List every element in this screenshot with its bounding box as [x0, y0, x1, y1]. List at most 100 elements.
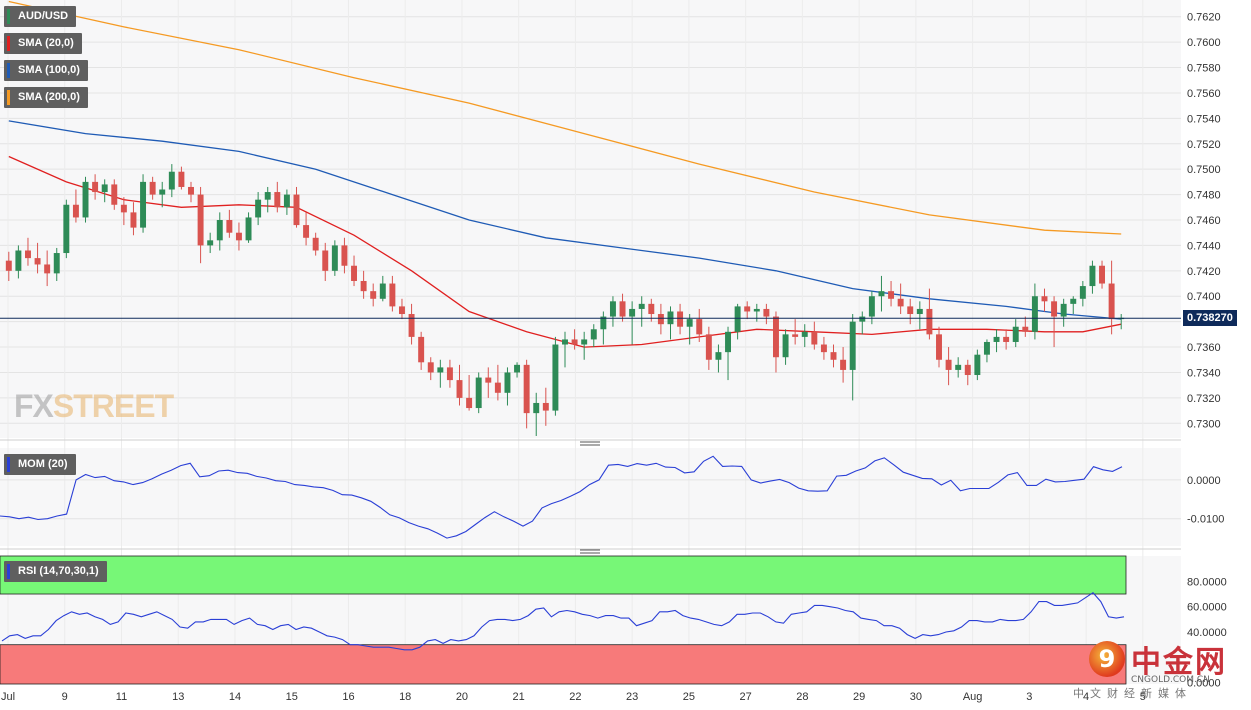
candle-body [178, 171, 185, 187]
mom-tick-label: -0.0100 [1187, 514, 1224, 526]
candle [1060, 298, 1067, 327]
x-tick-label: 28 [796, 691, 808, 703]
candle-body [293, 194, 300, 226]
candle [859, 311, 866, 335]
candle-body [533, 402, 540, 414]
candle-body [600, 316, 607, 330]
candle-body [725, 331, 731, 353]
candle-body [331, 245, 338, 271]
candle-body [312, 237, 319, 251]
x-tick-label: 25 [683, 691, 695, 703]
candle-body [188, 186, 194, 195]
candle-body [1051, 301, 1058, 317]
candle [1070, 296, 1077, 315]
candle [111, 179, 118, 210]
price-tick-label: 0.7620 [1187, 12, 1221, 24]
x-tick-label: 18 [399, 691, 411, 703]
candle-body [44, 264, 51, 274]
candle-body [792, 334, 799, 337]
candle [140, 174, 147, 233]
x-tick-label: Jul [1, 691, 15, 703]
candle-body [514, 364, 521, 373]
x-tick-label: 16 [342, 691, 354, 703]
candle-body [130, 212, 137, 228]
price-tick-label: 0.7520 [1187, 139, 1221, 151]
x-tick-label: 14 [229, 691, 241, 703]
candle-body [341, 245, 348, 266]
legend-label: SMA (100,0) [18, 64, 80, 76]
candle [159, 181, 166, 208]
candle [283, 189, 290, 215]
candle-body [936, 334, 942, 360]
candle-body [53, 253, 60, 274]
pane-resize-handle[interactable] [580, 441, 600, 446]
candle [427, 357, 434, 381]
candle-body [820, 344, 827, 353]
candle [1089, 260, 1096, 294]
x-tick-label: 20 [456, 691, 468, 703]
price-tick-label: 0.7460 [1187, 215, 1221, 227]
price-tick-label: 0.7360 [1187, 342, 1221, 354]
candle [485, 367, 492, 398]
candle-body [686, 319, 693, 327]
x-tick-label: 3 [1026, 691, 1032, 703]
candle [293, 186, 300, 228]
candle-body [322, 250, 329, 271]
x-axis: Jul 9 11 13 14 15 16 18 20 21 22 23 25 27 28 29 30 Aug 3 4 5 [1, 691, 1146, 703]
candle-body [197, 194, 204, 246]
price-tick-label: 0.7580 [1187, 63, 1221, 75]
candle [782, 329, 789, 365]
candle-body [1070, 298, 1077, 304]
candle [197, 186, 204, 264]
candle-body [82, 181, 89, 218]
candle [878, 275, 885, 312]
candle-body [485, 377, 492, 383]
candle [571, 329, 578, 350]
legend-mom[interactable]: MOM (20) [4, 454, 76, 475]
candle-body [466, 397, 473, 409]
legend-swatch [7, 9, 10, 24]
candle-body [734, 306, 741, 332]
candle [696, 308, 703, 342]
candle-body [705, 334, 712, 360]
candle-body [993, 336, 1000, 342]
candle-body [1089, 265, 1096, 287]
legend-sma100[interactable]: SMA (100,0) [4, 60, 88, 81]
legend-rsi[interactable]: RSI (14,70,30,1) [4, 561, 107, 582]
candle-body [715, 352, 722, 360]
candle [351, 255, 357, 287]
legend-aud-usd[interactable]: AUD/USD [4, 6, 77, 27]
pane-resize-handle[interactable] [580, 549, 600, 554]
price-tick-label: 0.7340 [1187, 367, 1221, 379]
candle [370, 283, 377, 307]
candle-body [140, 181, 147, 228]
candle-body [1108, 283, 1115, 320]
candle [955, 357, 962, 378]
x-tick-label: 4 [1083, 691, 1089, 703]
x-tick-label: 13 [172, 691, 184, 703]
candle [1079, 280, 1086, 307]
legend-label: AUD/USD [18, 10, 69, 22]
candle [811, 321, 818, 350]
candle [820, 336, 827, 360]
candle-body [274, 192, 281, 208]
candle-body [763, 308, 770, 317]
legend-label: SMA (20,0) [18, 37, 74, 49]
candle-body [571, 339, 578, 345]
candle [734, 303, 741, 340]
candle-body [964, 364, 971, 376]
candle [437, 359, 444, 388]
candle [686, 314, 693, 345]
candle [15, 245, 22, 279]
candle-body [216, 220, 223, 241]
legend-swatch [7, 36, 10, 51]
legend-sma20[interactable]: SMA (20,0) [4, 33, 82, 54]
candle-body [945, 359, 952, 370]
candle [494, 364, 501, 401]
candle-body [235, 232, 242, 241]
candle-body [542, 402, 549, 411]
candle [1041, 288, 1048, 312]
candle-body [868, 296, 875, 317]
legend-sma200[interactable]: SMA (200,0) [4, 87, 88, 108]
candle-body [897, 298, 904, 307]
